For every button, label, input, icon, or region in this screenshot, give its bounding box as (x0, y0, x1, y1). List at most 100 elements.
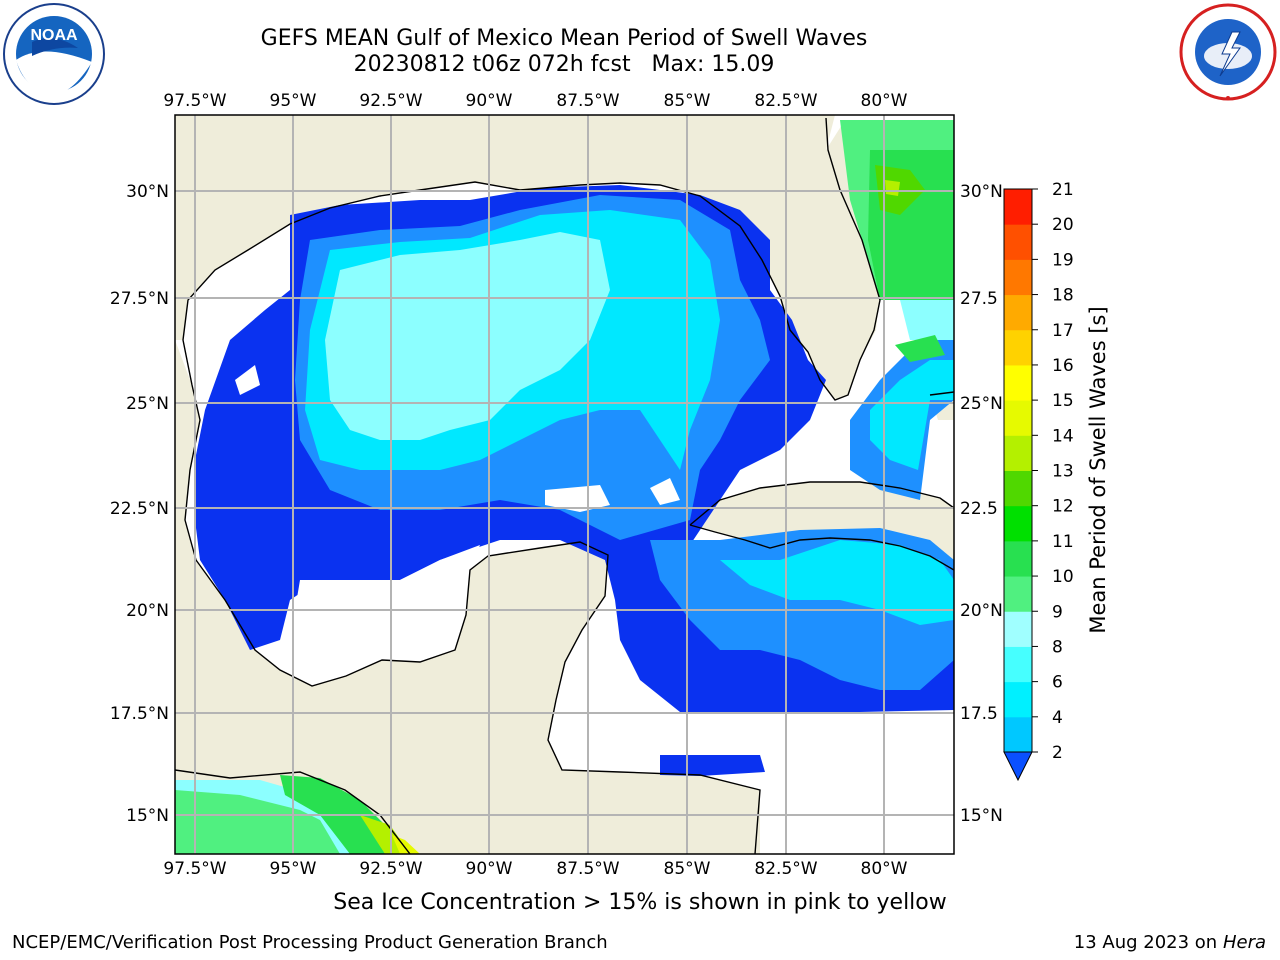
lon-tick-label: 92.5°W (359, 91, 422, 111)
map-border (174, 114, 955, 855)
swell-band-9-10-south (175, 790, 340, 854)
lat-tick-label: 22.5°N (110, 499, 169, 519)
colorbar-tick-label: 10 (1052, 567, 1074, 587)
graticule (175, 115, 954, 854)
footer-date: 13 Aug 2023 on Hera (1074, 932, 1266, 953)
colorbar-extend-arrow (1003, 751, 1033, 782)
lat-tick-label: 20°N (126, 601, 169, 621)
colorbar-tick-label: 13 (1052, 462, 1074, 482)
colorbar-tick-label: 9 (1052, 602, 1063, 622)
nodata-patch (235, 365, 260, 395)
colorbar-swatch (1004, 540, 1032, 577)
colorbar-swatch (1004, 716, 1032, 753)
colorbar-tick-label: 14 (1052, 426, 1074, 446)
land-florida (796, 120, 880, 398)
colorbar-swatch (1004, 189, 1032, 225)
nodata-patch (650, 478, 680, 505)
colorbar-tick-label: 20 (1052, 215, 1074, 235)
colorbar-swatch (1004, 400, 1032, 436)
lon-tick-label: 80°W (861, 91, 908, 111)
lon-tick-label: 82.5°W (754, 859, 817, 879)
swell-band-10-11-east (895, 335, 945, 362)
swell-band-6-8-east (870, 360, 954, 470)
colorbar-tick-label: 11 (1052, 532, 1074, 552)
colorbar-tick-label: 4 (1052, 708, 1063, 728)
colorbar-tick-label: 18 (1052, 286, 1074, 306)
colorbar-tick-label: 21 (1052, 180, 1074, 200)
longitude-labels-top: 97.5°W 95°W 92.5°W 90°W 87.5°W 85°W 82.5°W 80°W (163, 91, 907, 111)
colorbar-swatch (1004, 470, 1032, 507)
colorbar-tick-label: 16 (1052, 356, 1074, 376)
longitude-labels-bottom: 97.5°W 95°W 92.5°W 90°W 87.5°W 85°W 82.5°W 80°W (163, 859, 907, 879)
colorbar-tick-label: 2 (1052, 743, 1063, 763)
colorbar-swatch (1004, 611, 1032, 647)
lon-tick-label: 85°W (664, 91, 711, 111)
colorbar-label: Mean Period of Swell Waves [s] (1086, 306, 1110, 634)
colorbar-swatch (1004, 294, 1032, 331)
colorbar-swatch (1004, 505, 1032, 542)
colorbar-swatch (1004, 681, 1032, 718)
lon-tick-label: 82.5°W (754, 91, 817, 111)
nws-logo (1179, 3, 1277, 101)
lon-tick-label: 80°W (861, 859, 908, 879)
lat-tick-label: 17.5°N (110, 704, 169, 724)
colorbar-swatch (1004, 435, 1032, 471)
lat-tick-label: 17.5 (960, 704, 998, 724)
colorbar-tick-label: 12 (1052, 497, 1074, 517)
sea-ice-caption: Sea Ice Concentration > 15% is shown in … (333, 890, 947, 915)
colorbar-swatch (1004, 576, 1032, 612)
colorbar-swatch (1004, 646, 1032, 683)
latitude-labels-left: 30°N 27.5°N 25°N 22.5°N 20°N 17.5°N 15°N (110, 182, 169, 826)
colorbar-tick-label: 15 (1052, 391, 1074, 411)
title-line-2: 20230812 t06z 072h fcst Max: 15.09 (353, 52, 775, 77)
coastline (175, 117, 954, 854)
land-cuba (690, 482, 954, 570)
lon-tick-label: 87.5°W (556, 91, 619, 111)
colorbar: 2 4 6 8 9 10 11 12 13 14 15 16 17 18 19 20 21 (1003, 180, 1074, 782)
noaa-logo-text: NOAA (30, 27, 78, 44)
colorbar-swatch (1004, 224, 1032, 260)
lat-tick-label: 27.5°N (110, 289, 169, 309)
lon-tick-label: 92.5°W (359, 859, 422, 879)
swell-band-12-13 (885, 180, 900, 196)
colorbar-swatch (1004, 364, 1032, 401)
lon-tick-label: 97.5°W (163, 91, 226, 111)
title-line-1: GEFS MEAN Gulf of Mexico Mean Period of … (260, 26, 868, 51)
lon-tick-label: 97.5°W (163, 859, 226, 879)
lat-tick-label: 22.5 (960, 499, 998, 519)
colorbar-tick-label: 17 (1052, 321, 1074, 341)
footer-branch: NCEP/EMC/Verification Post Processing Pr… (12, 932, 608, 953)
nodata-patch (290, 545, 480, 686)
lon-tick-label: 95°W (270, 859, 317, 879)
lon-tick-label: 90°W (466, 859, 513, 879)
lon-tick-label: 90°W (466, 91, 513, 111)
colorbar-swatch (1004, 329, 1032, 366)
colorbar-swatch (1004, 259, 1032, 296)
footer-host: Hera (1222, 932, 1266, 953)
colorbar-tick-label: 8 (1052, 637, 1063, 657)
lat-tick-label: 20°N (960, 601, 1003, 621)
lat-tick-label: 25°N (960, 394, 1003, 414)
footer-date-text: 13 Aug 2023 on (1073, 932, 1218, 953)
swell-band-2-4-south (660, 755, 765, 776)
land-us (175, 115, 880, 400)
lat-tick-label: 30°N (960, 182, 1003, 202)
latitude-labels-right: 30°N 27.5 25°N 22.5 20°N 17.5 15°N (960, 182, 1003, 826)
lon-tick-label: 87.5°W (556, 859, 619, 879)
lat-tick-label: 15°N (960, 806, 1003, 826)
chart-title: GEFS MEAN Gulf of Mexico Mean Period of … (0, 26, 1128, 78)
noaa-logo: NOAA (3, 3, 105, 105)
swell-band-8-9 (325, 232, 610, 440)
lat-tick-label: 25°N (126, 394, 169, 414)
swell-band-6-8-caribbean (720, 540, 954, 625)
colorbar-tick-label: 6 (1052, 673, 1063, 693)
lat-tick-label: 30°N (126, 182, 169, 202)
swell-band-8-9-east (900, 290, 954, 340)
land-mexico (175, 340, 760, 854)
nodata-patch (545, 485, 610, 512)
lon-tick-label: 85°W (664, 859, 711, 879)
lat-tick-label: 27.5 (960, 289, 998, 309)
colorbar-tick-label: 19 (1052, 250, 1074, 270)
lon-tick-label: 95°W (270, 91, 317, 111)
